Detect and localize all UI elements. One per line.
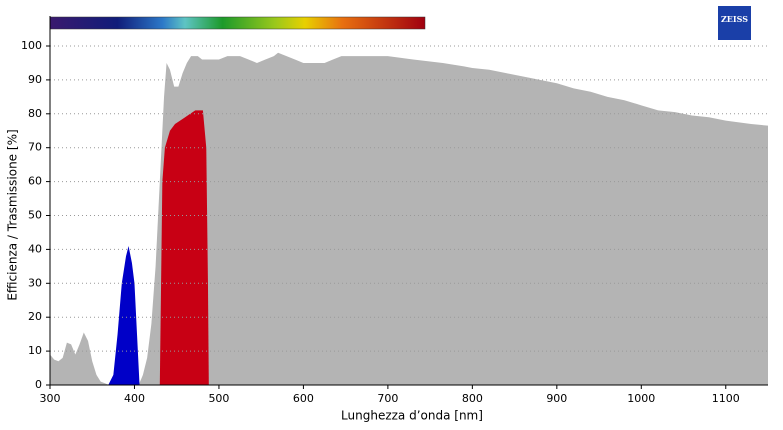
y-tick-label: 20 [28, 310, 42, 323]
logo: ZEISS [718, 6, 751, 40]
y-tick-label: 10 [28, 344, 42, 357]
y-tick-label: 60 [28, 175, 42, 188]
x-tick-label: 400 [124, 392, 145, 405]
y-tick-label: 90 [28, 73, 42, 86]
y-tick-label: 30 [28, 276, 42, 289]
x-axis-label: Lunghezza d’onda [nm] [341, 409, 483, 423]
y-axis-label: Efficienza / Trasmissione [%] [6, 129, 20, 300]
x-tick-label: 900 [546, 392, 567, 405]
y-tick-label: 80 [28, 107, 42, 120]
area [108, 246, 140, 385]
y-tick-label: 50 [28, 209, 42, 222]
logo-text: ZEISS [721, 14, 748, 24]
area [159, 110, 209, 385]
y-tick-label: 70 [28, 141, 42, 154]
y-tick-label: 100 [21, 39, 42, 52]
x-tick-label: 1000 [627, 392, 655, 405]
x-tick-label: 800 [462, 392, 483, 405]
y-tick-label: 0 [35, 378, 42, 391]
x-tick-label: 700 [377, 392, 398, 405]
area [50, 52, 768, 385]
x-tick-label: 500 [208, 392, 229, 405]
y-tick-label: 40 [28, 242, 42, 255]
x-tick-label: 1100 [712, 392, 740, 405]
x-tick-label: 300 [40, 392, 61, 405]
x-tick-label: 600 [293, 392, 314, 405]
spectrum-bar [49, 16, 426, 30]
